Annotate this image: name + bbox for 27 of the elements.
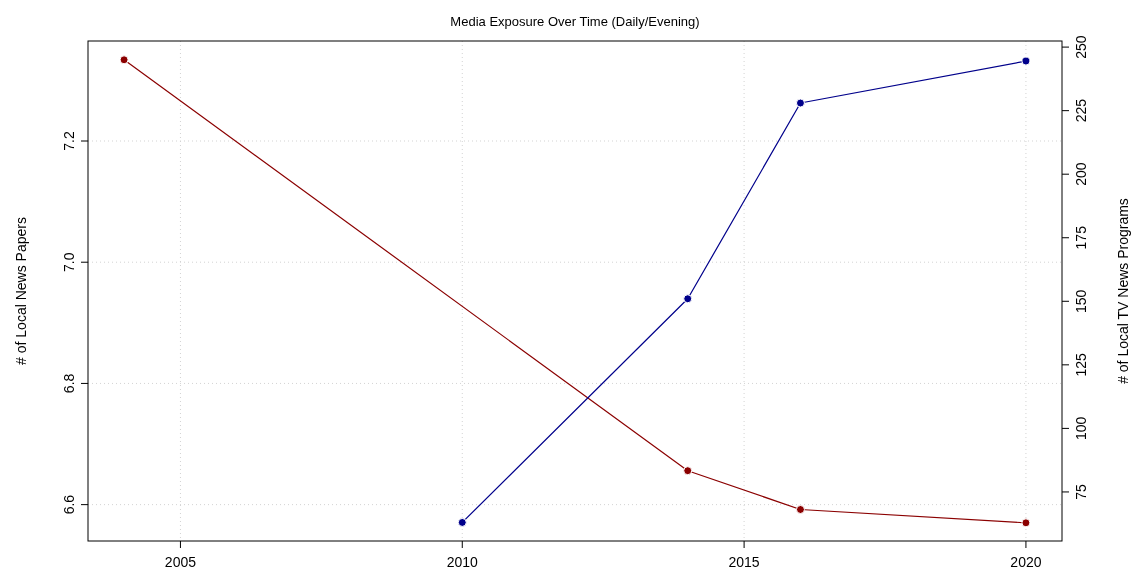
point — [683, 466, 693, 476]
y2-tick-label: 225 — [1073, 98, 1089, 123]
x-tick-label: 2020 — [1010, 554, 1042, 570]
point — [795, 98, 805, 108]
x-tick-label: 2015 — [728, 554, 760, 570]
y-axis-title: # of Local News Papers — [13, 217, 29, 365]
y2-tick-label: 200 — [1073, 162, 1089, 186]
chart-title: Media Exposure Over Time (Daily/Evening) — [450, 14, 700, 29]
x-tick-label: 2010 — [446, 554, 479, 570]
y-tick-label: 6.6 — [61, 494, 77, 515]
x-tick-label: 2005 — [164, 554, 197, 570]
point — [119, 55, 129, 65]
y2-tick-label: 150 — [1073, 289, 1089, 313]
point — [1021, 56, 1031, 66]
y2-axis-title: # of Local TV News Programs — [1115, 198, 1131, 384]
y-tick-label: 6.8 — [61, 373, 77, 394]
point — [1021, 518, 1031, 528]
y2-tick-label: 100 — [1073, 416, 1089, 441]
y2-tick-label: 75 — [1073, 483, 1089, 500]
point — [683, 294, 693, 304]
y-tick-label: 7.0 — [61, 252, 77, 272]
point — [795, 504, 805, 514]
point — [457, 517, 467, 527]
y2-tick-label: 125 — [1073, 352, 1089, 377]
y2-tick-label: 250 — [1073, 35, 1089, 59]
y-tick-label: 7.2 — [61, 131, 77, 151]
y2-tick-label: 175 — [1073, 225, 1089, 250]
